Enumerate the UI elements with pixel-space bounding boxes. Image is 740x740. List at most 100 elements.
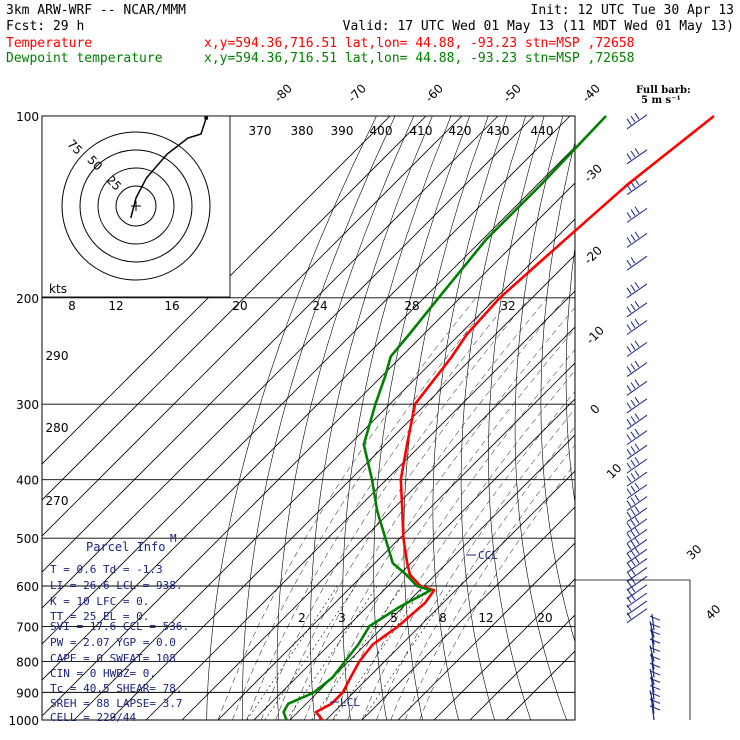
wind-barb-feather	[626, 324, 632, 331]
wind-barb	[626, 600, 648, 616]
wind-barb	[626, 575, 648, 591]
wind-barb-feather	[634, 556, 640, 564]
moist-adiabat-line	[347, 369, 575, 720]
wind-barb-feather	[634, 379, 640, 386]
wind-barb-feather	[649, 692, 661, 698]
wind-barb-feather	[626, 500, 632, 507]
hodograph-axis-label: 20	[232, 299, 247, 313]
wind-barb-feather	[630, 446, 636, 453]
wind-barb-feather	[634, 396, 640, 404]
pressure-label: 200	[16, 292, 39, 306]
wind-barb-staff	[626, 255, 648, 271]
lcl-annotation: LCL	[340, 696, 360, 709]
dry-adiabat-line	[614, 116, 710, 720]
temperature-tick-label: 30	[684, 542, 705, 563]
wind-barb-feather	[634, 428, 640, 436]
wind-barb	[626, 584, 648, 600]
mixing-ratio-label: 5	[390, 611, 398, 625]
wind-barb	[649, 637, 661, 654]
wind-barb-feather	[626, 571, 632, 578]
wind-barb-feather	[630, 585, 636, 593]
wind-barb	[649, 628, 661, 645]
wind-barb-feather	[630, 399, 636, 407]
wind-barbs	[575, 112, 691, 721]
wind-barb-feather	[626, 475, 632, 483]
wind-barb	[626, 255, 648, 271]
hodograph-axis-label: kts	[49, 282, 67, 296]
wind-barb-staff	[626, 567, 648, 583]
isotherm-line	[42, 182, 575, 717]
wind-barb-staff	[626, 414, 648, 430]
hodograph-ring	[61, 131, 211, 281]
wind-barb-feather	[626, 184, 632, 191]
parcel-row-tt: TT = 25 EL = 0.	[50, 610, 149, 623]
temperature-legend: Temperature	[6, 36, 92, 51]
wind-barb-feather	[649, 677, 661, 683]
moist-adiabat-line	[275, 297, 548, 720]
wind-barb-feather	[634, 494, 640, 502]
parcel-row-svi: SVI = 17.6 CCL = 536.	[50, 620, 189, 633]
wind-barb-feather	[630, 321, 636, 328]
wind-barb-feather	[630, 416, 636, 423]
wind-barb-feather	[626, 418, 632, 426]
wind-barb-staff	[626, 302, 648, 318]
wind-barb-feather	[649, 638, 661, 644]
hodograph-trace	[130, 117, 207, 219]
wind-barb-staff	[626, 207, 648, 223]
isotherm-line	[42, 116, 571, 645]
dry-adiabat-line	[373, 116, 470, 720]
wind-barb-staff	[626, 149, 648, 165]
temperature-tick-label: -50	[500, 81, 524, 105]
hodograph-axis-label: 16	[164, 299, 179, 313]
wind-barb	[626, 379, 648, 396]
wind-barb-feather	[626, 562, 632, 569]
wind-barb-staff	[626, 362, 648, 377]
moist-adiabat-line	[361, 390, 575, 720]
dry-adiabat-line	[704, 116, 740, 720]
theta-label: 400	[370, 124, 393, 138]
wind-barb-feather	[634, 178, 640, 186]
temperature-tick-label: -10	[583, 323, 607, 347]
theta-label: 430	[487, 124, 510, 138]
dry-adiabat-line	[403, 116, 489, 720]
dry-adiabat-line	[310, 116, 433, 720]
wind-barb	[649, 668, 661, 686]
mixing-ratio-line	[332, 585, 425, 720]
temperature-tick-label: -20	[581, 243, 605, 267]
wind-barb-feather	[626, 346, 632, 353]
wind-barb-feather	[626, 552, 632, 560]
wind-barb-feather	[626, 588, 632, 596]
pressure-label: 900	[16, 686, 39, 700]
hodograph-ring	[79, 149, 193, 263]
parcel-row-cell: CELL = 229/44	[50, 711, 136, 724]
parcel-row-sreh: SREH = 88 LAPSE= 3.7	[50, 697, 182, 710]
dry-adiabat-line	[432, 116, 508, 720]
wind-barb-feather	[630, 343, 636, 350]
wind-barb-feather	[634, 527, 640, 535]
theta-label: 410	[410, 124, 433, 138]
wind-barb-staff	[626, 232, 648, 248]
dry-adiabat-line	[460, 116, 526, 720]
wind-barb-staff	[626, 484, 648, 500]
wind-barb-feather	[649, 655, 661, 661]
dry-adiabat-line	[682, 116, 740, 720]
pressure-label: 600	[16, 580, 39, 594]
wind-barb-feather	[630, 181, 636, 189]
wind-barb-feather	[630, 209, 636, 216]
wind-barb-staff	[626, 539, 648, 554]
mixing-ratio-line	[264, 585, 356, 720]
ccl-annotation: CCL	[478, 549, 498, 562]
wind-barb-feather	[634, 443, 640, 450]
dry-adiabat-line	[276, 116, 415, 720]
wind-barb-staff	[626, 458, 648, 474]
pressure-label: 400	[16, 474, 39, 488]
isotherm-line	[42, 116, 499, 573]
wind-barb	[626, 428, 648, 446]
wind-barb-feather	[630, 497, 636, 505]
parcel-row-li: LI = 26.6 LCL = 938.	[50, 579, 182, 592]
wind-barb-feather	[626, 366, 632, 373]
valid-time: Valid: 17 UTC Wed 01 May 13 (11 MDT Wed …	[343, 19, 734, 34]
wind-barb-feather	[630, 363, 636, 371]
hodograph-axis-label: 24	[312, 299, 327, 313]
